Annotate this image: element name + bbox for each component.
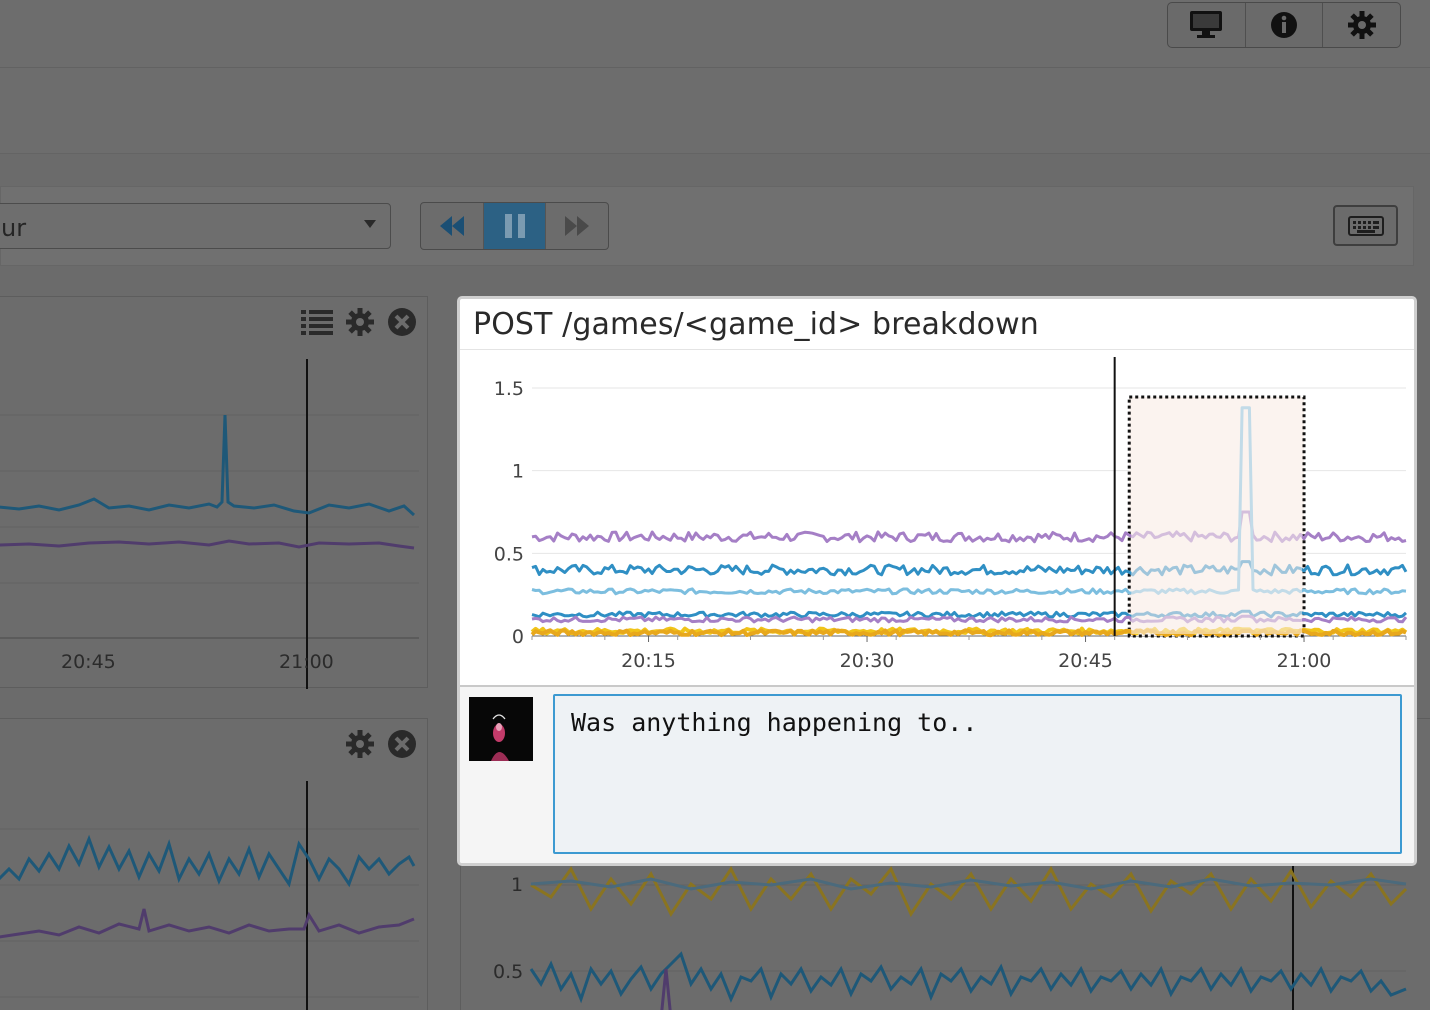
y-tick-label: 1 — [511, 874, 524, 896]
info-icon — [1271, 12, 1297, 38]
close-icon[interactable] — [387, 307, 417, 337]
x-tick-label: 20:45 — [61, 651, 116, 673]
settings-button[interactable] — [1323, 3, 1400, 47]
display-icon — [1190, 11, 1223, 38]
x-tick-label: 21:00 — [279, 651, 334, 673]
y-tick-label: 0 — [512, 626, 524, 648]
display-button[interactable] — [1168, 3, 1246, 47]
fast-forward-icon — [565, 216, 590, 236]
background-chart-right-bottom — [529, 781, 1408, 1010]
graph-comment-modal: POST /games/<game_id> breakdown 0 0.5 1 1.5… — [457, 296, 1417, 866]
chart-ticks: 0 0.5 1 1.5 20:15 20:30 20:45 21:00 — [494, 378, 1407, 672]
list-icon[interactable] — [301, 309, 333, 335]
keyboard-icon — [1347, 215, 1384, 236]
background-panel-left-top: 20:45 21:00 — [0, 296, 428, 689]
time-range-select[interactable]: ur — [0, 203, 391, 249]
y-tick-label: 0.5 — [493, 961, 524, 983]
rewind-icon — [439, 216, 464, 236]
comment-section: n_home breakdown Was anything happening … — [460, 685, 1414, 863]
pause-button[interactable] — [483, 203, 547, 249]
playback-controls — [420, 202, 609, 250]
divider — [460, 349, 1414, 350]
pause-icon — [504, 214, 525, 238]
y-tick-label: 1.5 — [494, 378, 524, 400]
y-tick-label: 1 — [512, 461, 524, 483]
y-tick-label: 0.5 — [494, 543, 524, 565]
comment-input[interactable]: Was anything happening to.. — [553, 694, 1402, 854]
fast-forward-button[interactable] — [546, 203, 608, 249]
user-avatar-image — [469, 697, 533, 761]
x-tick-label: 20:30 — [840, 650, 895, 672]
close-icon[interactable] — [387, 729, 417, 759]
modal-title: POST /games/<game_id> breakdown — [473, 307, 1039, 342]
keyboard-shortcuts-button[interactable] — [1333, 205, 1398, 246]
x-tick-label: 20:45 — [1058, 650, 1113, 672]
info-button[interactable] — [1246, 3, 1324, 47]
breakdown-chart[interactable]: 0 0.5 1 1.5 20:15 20:30 20:45 21:00 — [460, 351, 1414, 685]
rewind-button[interactable] — [421, 203, 484, 249]
gear-icon — [1347, 11, 1376, 39]
background-chart-left-bottom — [0, 781, 419, 1010]
background-panel-left-bottom — [0, 718, 428, 1010]
gear-icon[interactable] — [345, 729, 375, 759]
sub-header — [0, 68, 1430, 154]
chevron-down-icon — [364, 220, 376, 228]
selection-fade — [1131, 399, 1303, 634]
background-chart-left-top — [0, 359, 419, 689]
gear-icon[interactable] — [345, 307, 375, 337]
x-tick-label: 21:00 — [1277, 650, 1332, 672]
time-range-value: ur — [1, 214, 27, 242]
avatar — [469, 697, 533, 761]
x-tick-label: 20:15 — [621, 650, 676, 672]
top-toolbar — [1167, 2, 1401, 48]
